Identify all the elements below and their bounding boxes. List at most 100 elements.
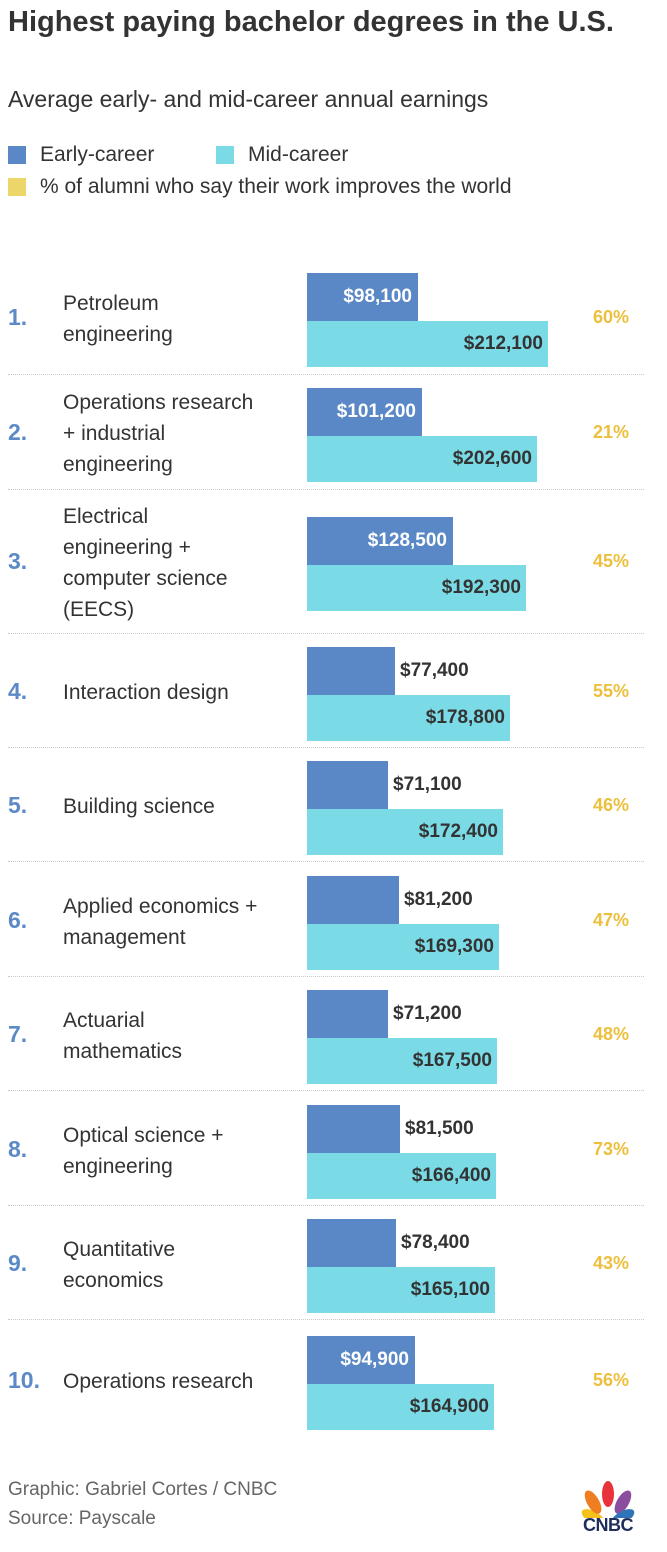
legend-item-pct: % of alumni who say their work improves … [8, 172, 548, 234]
cnbc-logo: CNBC [576, 1478, 640, 1538]
degree-name-line: Applied economics + [63, 894, 258, 918]
row-separator [8, 633, 644, 634]
legend-item-mid: Mid-career [216, 140, 416, 170]
degree-name-line: engineering [63, 1154, 173, 1178]
bar-mid [307, 436, 537, 482]
bar-mid [307, 924, 499, 970]
bar-early [307, 761, 388, 809]
degree-name-line: engineering [63, 453, 173, 476]
legend-swatch-pct [8, 178, 26, 196]
degree-name: Electrical engineering + computer science (… [63, 501, 303, 625]
degree-name: Quantitative economics [63, 1234, 303, 1296]
row-separator [8, 1205, 644, 1206]
legend-swatch-early [8, 146, 26, 164]
value-label-mid: $178,800 [425, 707, 505, 728]
legend-label-pct: % of alumni who say their work improves … [40, 175, 512, 198]
bar-mid [307, 809, 503, 855]
bar-early [307, 273, 418, 321]
value-label-early: $77,400 [400, 660, 469, 681]
pct-improves-world: 46% [592, 794, 629, 815]
row-separator [8, 747, 644, 748]
value-label-early: $71,100 [393, 774, 462, 795]
bar-early [307, 647, 395, 695]
value-label-early: $94,900 [340, 1349, 409, 1370]
rank-number: 1. [8, 304, 28, 330]
pct-improves-world: 48% [592, 1024, 629, 1044]
degree-name-line: engineering [63, 323, 173, 346]
footer-source: Source: Payscale [8, 1508, 156, 1529]
pct-improves-world: 55% [592, 680, 629, 701]
rank-number: 7. [8, 1021, 28, 1047]
value-label-early: $101,200 [336, 401, 416, 422]
bar-early [307, 876, 399, 924]
rank-number: 10. [8, 1366, 40, 1393]
pct-improves-world: 60% [592, 307, 629, 327]
rank-number: 8. [8, 1135, 28, 1162]
value-label-mid: $172,400 [418, 821, 498, 842]
degree-name-line: Optical science + [63, 1123, 224, 1147]
bar-early [307, 517, 453, 565]
rank-number: 9. [8, 1250, 28, 1276]
value-label-mid: $164,900 [409, 1396, 489, 1417]
pct-improves-world: 73% [592, 1138, 629, 1159]
row-separator [8, 861, 644, 862]
degree-name-line: Building science [63, 795, 215, 818]
legend-item-early: Early-career [8, 140, 208, 170]
bar-early [307, 388, 422, 436]
degree-name-line: engineering + [63, 536, 191, 559]
value-label-mid: $212,100 [463, 333, 543, 354]
pct-improves-world: 47% [592, 909, 629, 930]
bar-mid [307, 1038, 497, 1084]
value-label-mid: $202,600 [452, 448, 532, 469]
bar-early [307, 1336, 415, 1384]
legend-label-mid: Mid-career [248, 143, 349, 166]
bar-mid [307, 1153, 496, 1199]
rank-number: 3. [8, 548, 28, 574]
degree-name-line: economics [63, 1269, 164, 1292]
value-label-early: $98,100 [343, 286, 412, 307]
degree-name-line: Petroleum [63, 292, 159, 315]
rank-number: 4. [8, 677, 28, 704]
bar-mid [307, 695, 510, 741]
value-label-early: $71,200 [393, 1003, 462, 1024]
pct-improves-world: 45% [592, 551, 629, 571]
chart-subtitle: Average early- and mid-career annual ear… [8, 86, 489, 112]
rank-number: 2. [8, 418, 28, 445]
degree-name: Optical science + engineering [63, 1120, 303, 1182]
bar-mid [307, 321, 548, 367]
cnbc-peacock-icon [581, 1481, 635, 1533]
degree-name: Building science [63, 791, 303, 822]
footer-credit: Graphic: Gabriel Cortes / CNBC [8, 1479, 278, 1500]
cnbc-logo-text: CNBC [583, 1515, 634, 1535]
value-label-mid: $169,300 [414, 936, 494, 957]
value-label-early: $81,200 [404, 889, 473, 910]
value-label-mid: $167,500 [412, 1050, 492, 1071]
degree-name: Petroleum engineering [63, 288, 303, 350]
row-separator [8, 976, 644, 977]
degree-name: Interaction design [63, 677, 303, 708]
row-separator [8, 489, 644, 490]
degree-name: Actuarial mathematics [63, 1005, 303, 1067]
degree-name-line: mathematics [63, 1040, 183, 1063]
degree-name-line: Operations research [63, 391, 254, 414]
degree-name: Applied economics + management [63, 891, 303, 953]
row-separator [8, 374, 644, 375]
bar-mid [307, 1267, 495, 1313]
rank-number: 6. [8, 906, 28, 933]
degree-name-line: + industrial [63, 422, 166, 445]
bar-early [307, 1219, 396, 1267]
value-label-early: $128,500 [367, 530, 447, 551]
value-label-early: $78,400 [401, 1232, 470, 1253]
legend-swatch-mid [216, 146, 234, 164]
pct-improves-world: 43% [592, 1253, 629, 1273]
value-label-early: $81,500 [405, 1118, 474, 1139]
degree-name-line: management [63, 925, 186, 949]
row-separator [8, 1090, 644, 1091]
bar-mid [307, 1384, 494, 1430]
bar-early [307, 990, 388, 1038]
pct-improves-world: 21% [592, 421, 629, 442]
legend-label-early: Early-career [40, 143, 155, 166]
degree-name-line: Electrical [63, 505, 149, 528]
degree-name: Operations research + industrial engineeri… [63, 387, 303, 480]
